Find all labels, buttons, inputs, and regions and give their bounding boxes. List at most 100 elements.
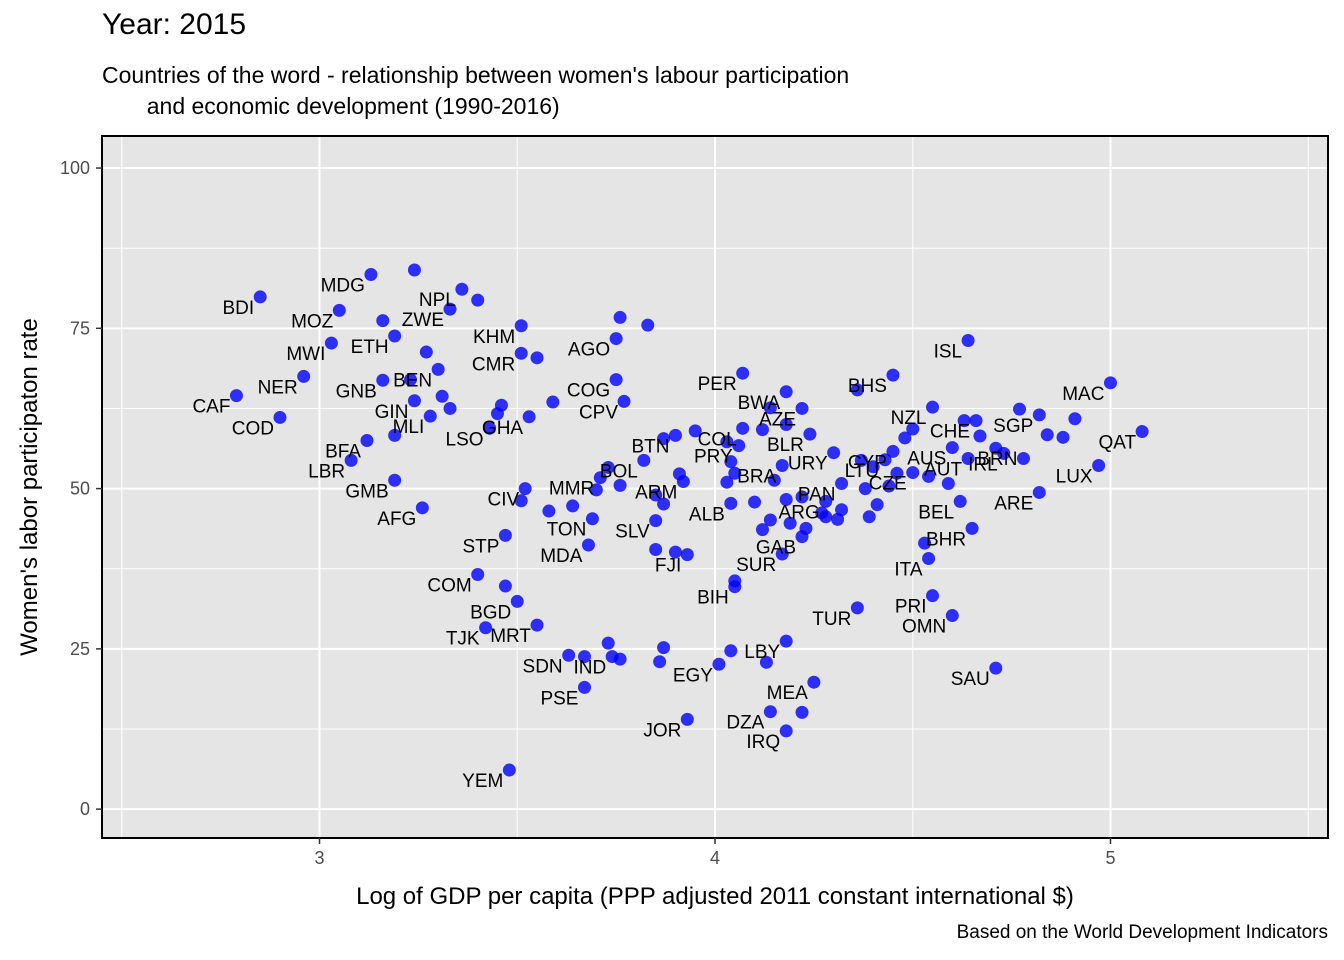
point-label: CHE: [930, 422, 970, 443]
point-label: BEL: [918, 502, 954, 523]
point-label: AZE: [759, 409, 796, 430]
point-label: TJK: [446, 629, 480, 650]
point-label: ALB: [689, 504, 725, 525]
data-point: [755, 423, 769, 437]
data-point: [779, 417, 793, 431]
point-label: IND: [573, 658, 606, 679]
point-label: EGY: [673, 665, 713, 686]
data-point: [728, 580, 742, 594]
data-point: [886, 444, 900, 458]
data-point: [649, 514, 663, 528]
point-label: NZL: [891, 408, 927, 429]
data-point: [376, 314, 390, 328]
x-axis-ticks: 3 4 5: [315, 838, 1115, 868]
data-point: [819, 494, 833, 508]
point-labels: BDI MDG NPL MOZ ZWE KHM AGO ETH MWI CMR ISL NER BEN G…: [192, 275, 1136, 792]
point-label: IRL: [968, 454, 998, 475]
data-point: [890, 466, 904, 480]
data-point: [273, 410, 287, 424]
data-point: [755, 523, 769, 537]
point-label: BDI: [223, 298, 255, 319]
point-label: PER: [698, 374, 737, 395]
point-label: COL: [698, 429, 737, 450]
point-label: STP: [462, 536, 499, 557]
data-point: [388, 329, 402, 343]
point-label: BIH: [697, 588, 729, 609]
data-point: [530, 351, 544, 365]
data-point: [364, 267, 378, 281]
data-point: [483, 421, 497, 435]
data-point: [854, 453, 868, 467]
point-label: SUR: [736, 555, 776, 576]
data-point: [518, 482, 532, 496]
data-point: [229, 389, 243, 403]
data-point: [589, 483, 603, 497]
data-point: [324, 336, 338, 350]
point-label: TON: [547, 520, 587, 541]
point-label: DZA: [726, 713, 764, 734]
point-label: PAN: [798, 484, 836, 505]
data-point: [835, 476, 849, 490]
point-label: AUT: [924, 459, 962, 480]
point-label: SDN: [523, 656, 563, 677]
data-point: [775, 547, 789, 561]
data-point: [388, 473, 402, 487]
data-point: [562, 648, 576, 662]
point-label: SGP: [993, 416, 1033, 437]
point-label: MEA: [767, 683, 809, 704]
point-label: PRI: [895, 597, 927, 618]
data-point: [419, 345, 433, 359]
data-point: [922, 469, 936, 483]
data-point: [922, 551, 936, 565]
data-point: [657, 641, 671, 655]
data-point: [609, 332, 623, 346]
point-label: ARM: [635, 483, 677, 504]
data-point: [502, 763, 516, 777]
data-point: [407, 394, 421, 408]
data-point: [858, 482, 872, 496]
point-label: BHS: [848, 376, 887, 397]
point-label: GAB: [756, 538, 796, 559]
data-point: [926, 589, 940, 603]
y-axis-ticks: 0 25 50 75 100: [60, 158, 102, 819]
data-point: [775, 459, 789, 473]
data-point: [443, 401, 457, 415]
data-point: [795, 490, 809, 504]
point-label: CMR: [472, 354, 515, 375]
data-point: [779, 385, 793, 399]
point-label: LSO: [446, 429, 484, 450]
data-point: [653, 655, 667, 669]
data-point: [680, 712, 694, 726]
data-point: [886, 368, 900, 382]
point-label: LBR: [308, 461, 345, 482]
data-point: [1032, 408, 1046, 422]
data-point: [498, 579, 512, 593]
data-point: [779, 724, 793, 738]
data-point: [803, 427, 817, 441]
y-tick-label: 0: [80, 799, 90, 819]
data-point: [407, 263, 421, 277]
chart-title: Year: 2015: [102, 8, 247, 41]
data-point: [763, 401, 777, 415]
data-point: [613, 652, 627, 666]
point-label: CZE: [869, 474, 907, 495]
data-point: [807, 675, 821, 689]
data-point: [941, 476, 955, 490]
point-label: GNB: [336, 381, 377, 402]
data-point: [969, 414, 983, 428]
data-point: [641, 318, 655, 332]
point-label: ARE: [994, 493, 1033, 514]
point-label: MMR: [549, 479, 594, 500]
data-point: [593, 471, 607, 485]
data-point: [1040, 428, 1054, 442]
data-point: [1103, 376, 1117, 390]
data-point: [1135, 425, 1149, 439]
x-tick-label: 3: [315, 848, 325, 868]
data-point: [479, 621, 493, 635]
data-point: [376, 373, 390, 387]
data-point: [906, 422, 920, 436]
point-label: GHA: [482, 418, 524, 439]
data-point: [253, 290, 267, 304]
data-point: [676, 475, 690, 489]
